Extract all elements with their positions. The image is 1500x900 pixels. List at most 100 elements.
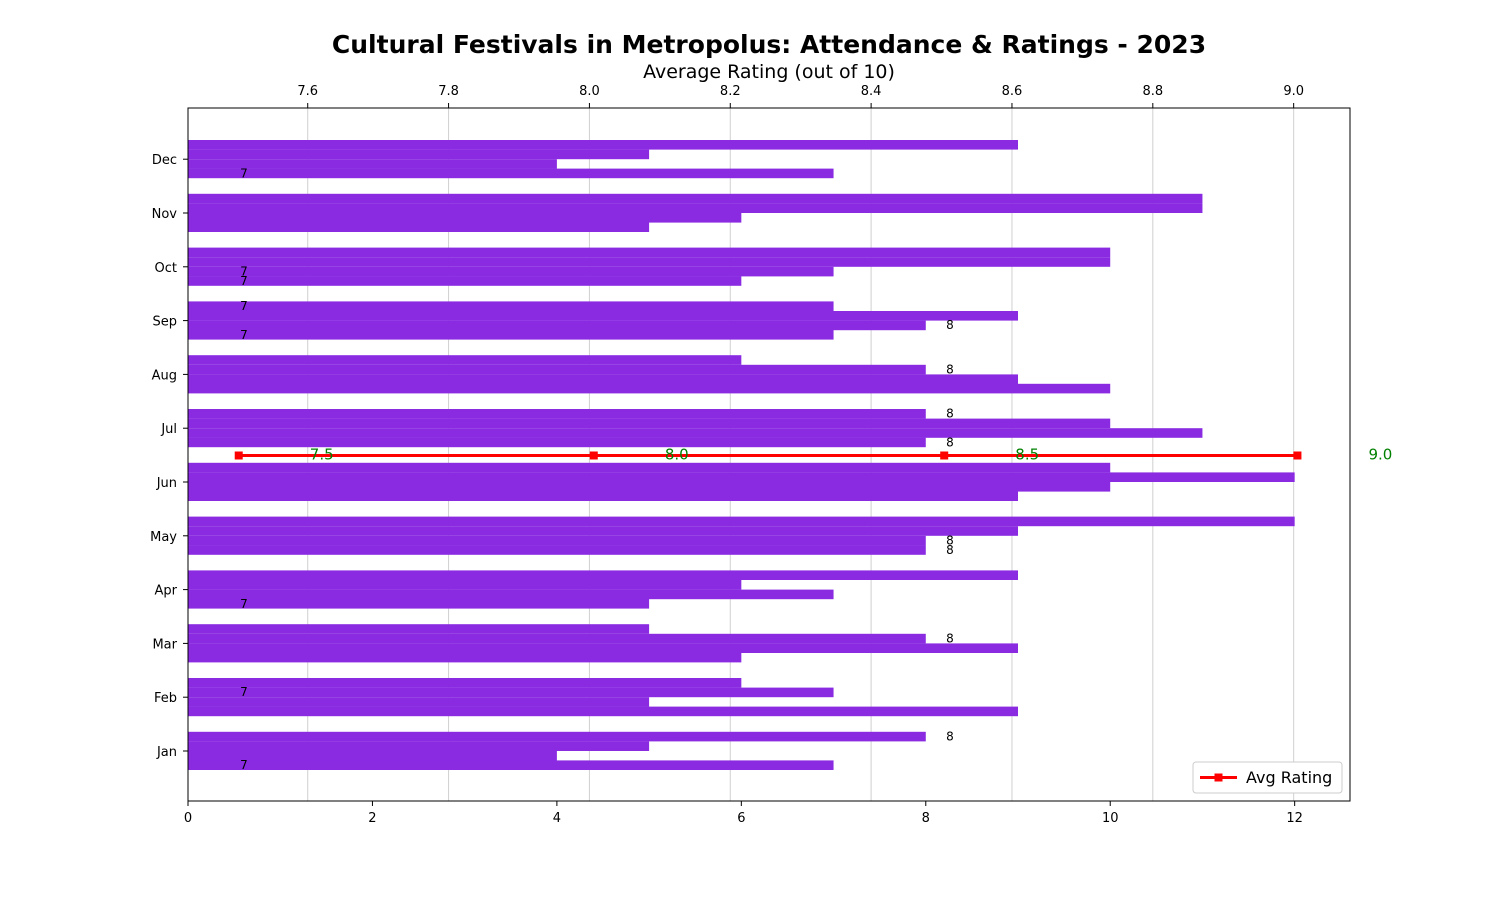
bar-jan-4 [188, 731, 926, 742]
avg-rating-marker [589, 451, 598, 460]
bar-nov-1 [188, 222, 650, 232]
avg-rating-label: 8.0 [665, 446, 689, 464]
y-tick-label: Apr [155, 584, 178, 599]
x-tick-label: 6 [737, 811, 745, 826]
bar-aug-1 [188, 383, 1111, 394]
legend-label: Avg Rating [1246, 768, 1332, 787]
plot-frame [187, 107, 1351, 802]
bar-nov-4 [188, 193, 1203, 204]
y-tick-label: Sep [152, 315, 177, 330]
bar-jul-1 [188, 437, 926, 448]
bar-jan-1 [188, 760, 834, 770]
bar-label: 8 [946, 533, 954, 547]
bar-oct-3 [188, 257, 1111, 267]
bar-aug-2 [188, 374, 1018, 384]
top-axis-label: Average Rating (out of 10) [643, 61, 895, 83]
x-tick-label: 4 [553, 811, 561, 826]
bar-label: 7 [240, 299, 248, 313]
bar-apr-1 [188, 599, 650, 609]
bar-label: 7 [240, 274, 248, 288]
bar-oct-2 [188, 266, 834, 277]
bar-label: 8 [946, 407, 954, 421]
bar-sep-2 [188, 320, 926, 331]
bar-label: 8 [946, 543, 954, 557]
bar-apr-2 [188, 589, 834, 600]
x2-tick-label: 7.6 [297, 84, 318, 99]
y-tick-label: Jul [160, 422, 177, 437]
x-tick-label: 8 [922, 811, 930, 826]
bar-dec-3 [188, 149, 650, 160]
bar-jan-2 [188, 751, 557, 761]
bar-label: 7 [240, 166, 248, 180]
bar-feb-3 [188, 687, 834, 698]
bar-sep-3 [188, 311, 1018, 321]
bar-jun-1 [188, 491, 1018, 501]
bar-jul-3 [188, 418, 1111, 429]
bar-label: 7 [240, 685, 248, 699]
y-tick-label: Mar [152, 637, 177, 652]
bar-aug-3 [188, 364, 926, 375]
legend-marker [1214, 773, 1223, 782]
avg-rating-marker [1293, 451, 1302, 460]
bar-mar-2 [188, 643, 1018, 653]
bar-dec-4 [188, 140, 1018, 150]
avg-rating-label: 9.0 [1369, 446, 1393, 464]
bar-label: 7 [240, 328, 248, 342]
bar-sep-1 [188, 330, 834, 340]
bar-may-3 [188, 526, 1018, 536]
bar-nov-2 [188, 213, 742, 223]
bar-feb-1 [188, 706, 1018, 717]
x2-tick-label: 8.6 [1002, 84, 1023, 99]
bar-nov-3 [188, 203, 1203, 213]
legend-box [1192, 761, 1343, 794]
chart-title: Cultural Festivals in Metropolus: Attend… [331, 30, 1207, 59]
bar-sep-4 [188, 301, 834, 311]
bar-label: 7 [240, 758, 248, 772]
bar-label: 8 [946, 362, 954, 376]
bar-mar-3 [188, 633, 926, 644]
y-tick-label: Nov [152, 207, 178, 222]
bar-jun-4 [188, 462, 1111, 473]
bar-label: 8 [946, 729, 954, 743]
bar-mar-4 [188, 624, 650, 634]
bar-dec-2 [188, 159, 557, 169]
y-tick-label: May [150, 530, 177, 545]
bar-feb-4 [188, 678, 742, 688]
bar-label: 8 [946, 435, 954, 449]
y-tick-label: Oct [155, 261, 177, 276]
bar-jul-4 [188, 409, 926, 419]
x2-tick-label: 7.8 [438, 84, 459, 99]
bar-apr-4 [188, 570, 1018, 580]
bar-may-1 [188, 545, 926, 555]
avg-rating-marker [234, 451, 243, 460]
bar-may-4 [188, 516, 1295, 527]
x-tick-label: 2 [368, 811, 376, 826]
y-tick-label: Aug [152, 368, 177, 383]
bar-oct-1 [188, 276, 742, 286]
bar-label: 8 [946, 631, 954, 645]
avg-rating-marker [940, 451, 949, 460]
x2-tick-label: 9.0 [1283, 84, 1304, 99]
bar-label: 8 [946, 318, 954, 332]
bar-jun-2 [188, 482, 1111, 492]
bar-feb-2 [188, 697, 650, 707]
avg-rating-label: 7.5 [310, 446, 334, 464]
bar-aug-4 [188, 355, 742, 365]
x2-tick-label: 8.4 [861, 84, 882, 99]
y-tick-label: Feb [154, 691, 177, 706]
bar-label: 7 [240, 597, 248, 611]
bar-may-2 [188, 535, 926, 546]
x2-tick-label: 8.0 [579, 84, 600, 99]
x2-tick-label: 8.2 [720, 84, 741, 99]
bar-oct-4 [188, 247, 1111, 258]
bar-jan-3 [188, 741, 650, 751]
bar-jul-2 [188, 428, 1203, 438]
y-tick-label: Dec [152, 153, 177, 168]
x-tick-label: 12 [1286, 811, 1303, 826]
x-tick-label: 0 [184, 811, 192, 826]
bar-jun-3 [188, 472, 1295, 482]
x-tick-label: 10 [1102, 811, 1119, 826]
avg-rating-label: 8.5 [1015, 446, 1039, 464]
y-tick-label: Jan [156, 745, 177, 760]
